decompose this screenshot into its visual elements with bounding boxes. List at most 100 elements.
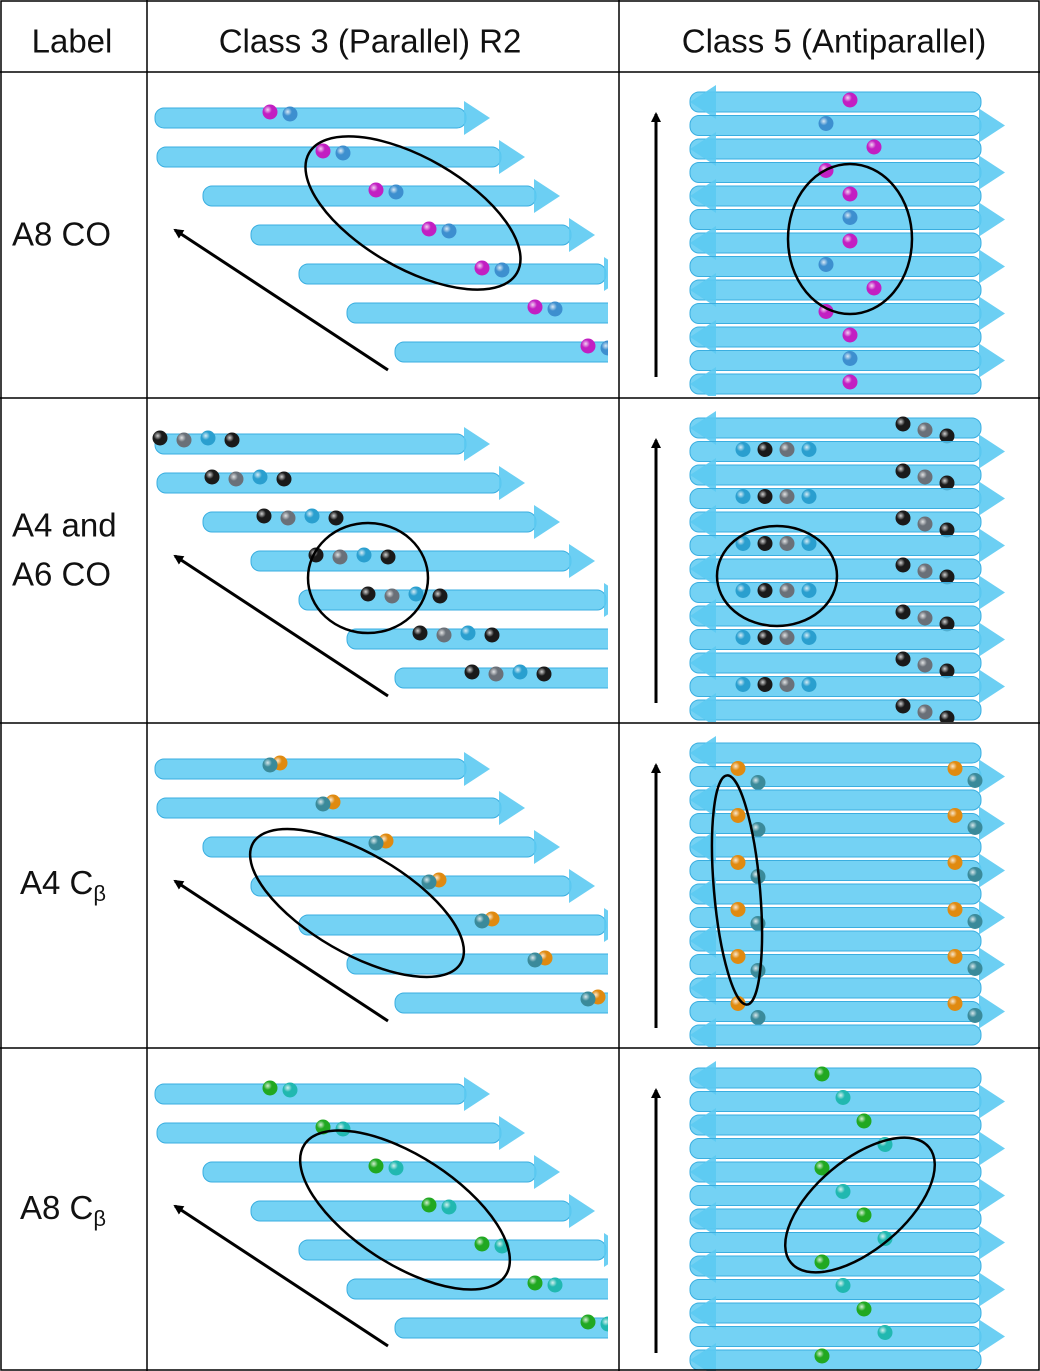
- atom-highlight: [780, 630, 795, 645]
- atom-highlight: [475, 914, 490, 929]
- atom-highlight: [257, 509, 272, 524]
- beta-strand: [690, 653, 981, 673]
- atom-highlight: [896, 558, 911, 573]
- atom-highlight: [896, 417, 911, 432]
- beta-strand: [395, 993, 676, 1013]
- atom-highlight: [736, 583, 751, 598]
- atom-highlight: [758, 536, 773, 551]
- beta-strand: [251, 551, 571, 571]
- atom-highlight: [758, 442, 773, 457]
- beta-strand: [690, 884, 981, 904]
- strand-arrowhead: [464, 1077, 490, 1111]
- direction-arrow: [175, 556, 388, 696]
- beta-strand: [690, 374, 981, 394]
- atom-highlight: [381, 550, 396, 565]
- strand-arrowhead: [569, 544, 595, 578]
- atom-highlight: [948, 949, 963, 964]
- beta-strand: [251, 225, 571, 245]
- strand-arrowhead: [979, 297, 1005, 331]
- atom-highlight: [316, 797, 331, 812]
- parallel-panel: [153, 427, 701, 696]
- header-cell: Class 3 (Parallel) R2: [219, 23, 522, 60]
- strand-arrowhead: [979, 109, 1005, 143]
- atom-highlight: [819, 257, 834, 272]
- beta-strand: [690, 210, 981, 230]
- beta-strand: [690, 1256, 981, 1276]
- atom-highlight: [802, 630, 817, 645]
- atom-highlight: [281, 511, 296, 526]
- strand-arrowhead: [499, 140, 525, 174]
- strand-arrowhead: [639, 947, 665, 981]
- beta-strand: [155, 108, 466, 128]
- strand-arrowhead: [690, 273, 716, 307]
- atom-highlight: [548, 1278, 563, 1293]
- beta-strand: [690, 837, 981, 857]
- beta-strand: [690, 931, 981, 951]
- atom-highlight: [369, 183, 384, 198]
- atom-highlight: [528, 1276, 543, 1291]
- strand-arrowhead: [690, 552, 716, 586]
- atom-highlight: [968, 961, 983, 976]
- atom-highlight: [843, 234, 858, 249]
- strand-arrowhead: [690, 226, 716, 260]
- strand-arrowhead: [979, 1320, 1005, 1354]
- beta-strand: [690, 1139, 981, 1159]
- strand-arrowhead: [499, 466, 525, 500]
- beta-strand: [690, 630, 981, 650]
- atom-highlight: [385, 589, 400, 604]
- atom-highlight: [177, 433, 192, 448]
- atom-highlight: [843, 187, 858, 202]
- atom-highlight: [918, 423, 933, 438]
- row-label: A4 Cβ: [20, 864, 106, 906]
- beta-strand: [347, 1279, 641, 1299]
- strand-arrowhead: [690, 1018, 716, 1052]
- atom-highlight: [442, 1200, 457, 1215]
- label-main: A8 C: [20, 1189, 93, 1226]
- atom-highlight: [815, 1255, 830, 1270]
- atom-highlight: [736, 630, 751, 645]
- beta-strand: [690, 92, 981, 112]
- atom-highlight: [802, 442, 817, 457]
- strand-arrowhead: [690, 1202, 716, 1236]
- antiparallel-panel: [656, 85, 1005, 401]
- atom-highlight: [857, 1208, 872, 1223]
- atom-highlight: [836, 1090, 851, 1105]
- atom-highlight: [843, 328, 858, 343]
- strand-arrowhead: [639, 296, 665, 330]
- atom-highlight: [758, 583, 773, 598]
- atom-highlight: [413, 626, 428, 641]
- header-cell: Label: [32, 23, 113, 60]
- atom-highlight: [948, 902, 963, 917]
- beta-strand: [690, 1025, 981, 1045]
- atom-highlight: [815, 1349, 830, 1364]
- beta-strand: [395, 342, 676, 362]
- beta-strand: [155, 759, 466, 779]
- atom-highlight: [968, 867, 983, 882]
- strand-arrowhead: [690, 458, 716, 492]
- atom-highlight: [336, 1122, 351, 1137]
- atom-highlight: [409, 587, 424, 602]
- atom-highlight: [968, 1008, 983, 1023]
- label-main: A4 C: [20, 864, 93, 901]
- atom-highlight: [437, 628, 452, 643]
- strand-arrowhead: [979, 901, 1005, 935]
- atom-highlight: [205, 470, 220, 485]
- atom-highlight: [918, 517, 933, 532]
- atom-highlight: [968, 773, 983, 788]
- beta-strand: [690, 418, 981, 438]
- label-subscript: β: [93, 881, 106, 906]
- strand-arrowhead: [979, 948, 1005, 982]
- atom-highlight: [369, 836, 384, 851]
- beta-strand: [299, 915, 606, 935]
- atom-highlight: [918, 564, 933, 579]
- atom-highlight: [263, 1081, 278, 1096]
- antiparallel-panel: [656, 736, 1005, 1052]
- atom-highlight: [229, 472, 244, 487]
- beta-strand: [690, 489, 981, 509]
- atom-highlight: [225, 433, 240, 448]
- strand-arrowhead: [979, 576, 1005, 610]
- atom-highlight: [461, 626, 476, 641]
- beta-strand: [690, 186, 981, 206]
- highlight-ellipse: [228, 800, 486, 1007]
- atom-highlight: [495, 263, 510, 278]
